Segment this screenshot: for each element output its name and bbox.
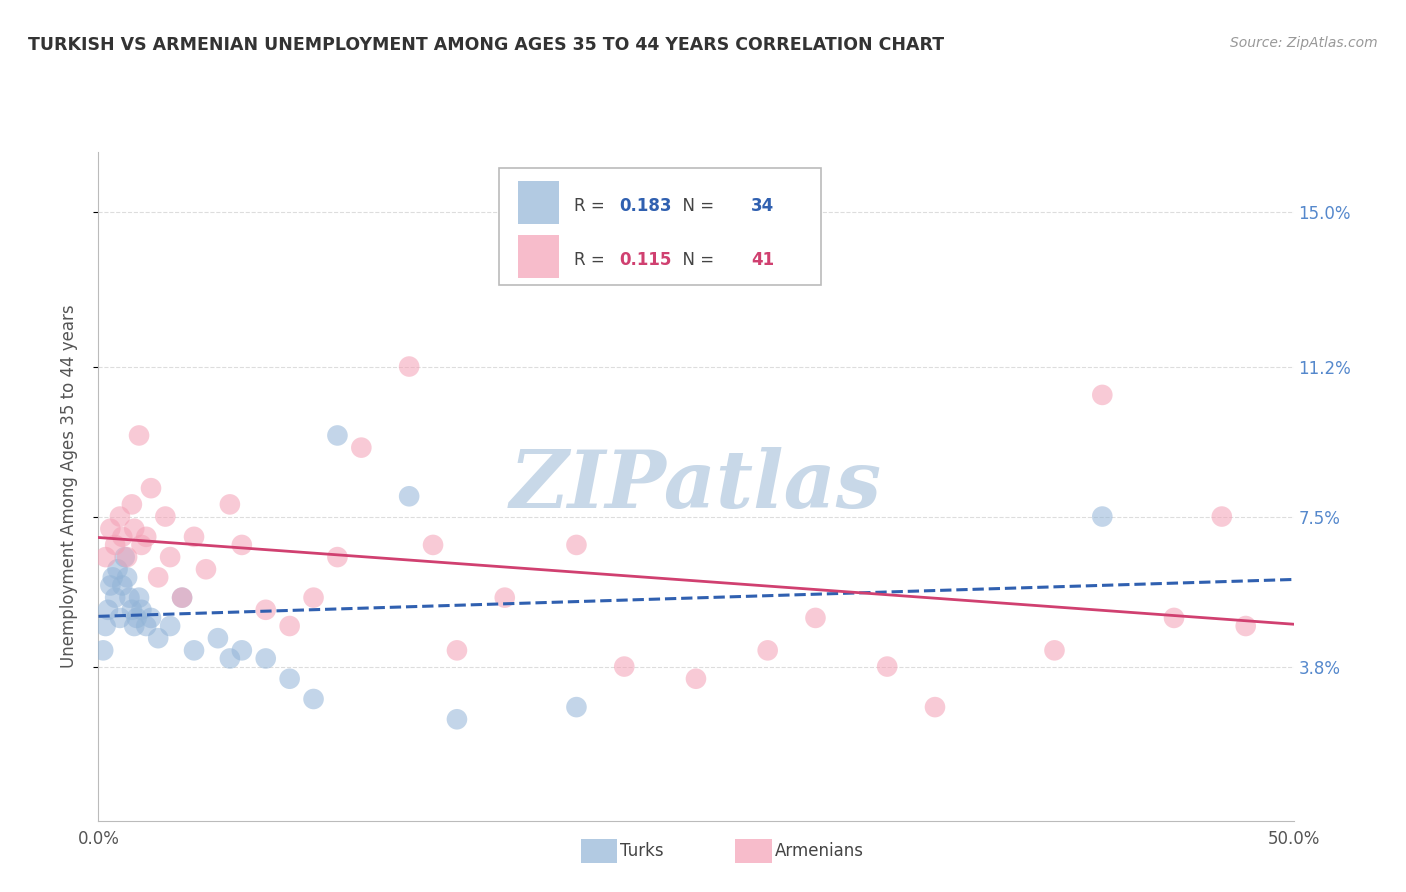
- Y-axis label: Unemployment Among Ages 35 to 44 years: Unemployment Among Ages 35 to 44 years: [59, 304, 77, 668]
- Point: [278, 672, 301, 686]
- Text: 41: 41: [751, 251, 775, 268]
- Text: R =: R =: [574, 251, 610, 268]
- Point: [115, 550, 138, 565]
- Point: [350, 441, 373, 455]
- FancyBboxPatch shape: [499, 169, 821, 285]
- Point: [231, 643, 253, 657]
- Point: [135, 530, 157, 544]
- Point: [124, 619, 146, 633]
- Point: [128, 428, 150, 442]
- Point: [118, 591, 141, 605]
- Point: [1234, 619, 1257, 633]
- Point: [1163, 611, 1185, 625]
- Text: N =: N =: [672, 251, 720, 268]
- Point: [326, 428, 349, 442]
- Point: [155, 509, 177, 524]
- Point: [302, 692, 325, 706]
- Point: [422, 538, 444, 552]
- Text: R =: R =: [574, 197, 610, 215]
- Point: [135, 619, 157, 633]
- Point: [804, 611, 827, 625]
- Point: [254, 603, 277, 617]
- Point: [207, 631, 229, 645]
- Point: [446, 643, 468, 657]
- Point: [98, 578, 122, 592]
- Point: [131, 538, 153, 552]
- Text: TURKISH VS ARMENIAN UNEMPLOYMENT AMONG AGES 35 TO 44 YEARS CORRELATION CHART: TURKISH VS ARMENIAN UNEMPLOYMENT AMONG A…: [28, 36, 945, 54]
- Point: [91, 643, 114, 657]
- Point: [326, 550, 349, 565]
- Point: [172, 591, 194, 605]
- Point: [107, 562, 129, 576]
- Point: [139, 481, 162, 495]
- Point: [446, 712, 468, 726]
- Point: [104, 591, 127, 605]
- Point: [876, 659, 898, 673]
- Point: [302, 591, 325, 605]
- Point: [398, 359, 420, 374]
- Point: [124, 522, 146, 536]
- Point: [194, 562, 218, 576]
- Text: 0.183: 0.183: [620, 197, 672, 215]
- FancyBboxPatch shape: [517, 181, 558, 224]
- Point: [494, 591, 516, 605]
- Point: [278, 619, 301, 633]
- Point: [148, 570, 170, 584]
- Point: [219, 497, 242, 511]
- Point: [398, 489, 420, 503]
- Point: [159, 619, 181, 633]
- Point: [111, 530, 134, 544]
- Point: [94, 619, 117, 633]
- Text: 0.115: 0.115: [620, 251, 672, 268]
- Text: ZIPatlas: ZIPatlas: [510, 448, 882, 524]
- Point: [756, 643, 779, 657]
- Point: [1091, 388, 1114, 402]
- Point: [254, 651, 277, 665]
- Point: [98, 522, 122, 536]
- Point: [613, 659, 636, 673]
- Point: [924, 700, 946, 714]
- Point: [97, 603, 120, 617]
- Point: [1091, 509, 1114, 524]
- Point: [101, 570, 124, 584]
- Point: [108, 611, 131, 625]
- Text: Armenians: Armenians: [775, 842, 863, 860]
- Point: [125, 611, 148, 625]
- Point: [131, 603, 153, 617]
- Text: Source: ZipAtlas.com: Source: ZipAtlas.com: [1230, 36, 1378, 50]
- Point: [148, 631, 170, 645]
- Point: [139, 611, 162, 625]
- Point: [128, 591, 150, 605]
- Point: [121, 497, 143, 511]
- Point: [565, 538, 588, 552]
- Point: [1211, 509, 1233, 524]
- Point: [219, 651, 242, 665]
- Point: [104, 538, 127, 552]
- Point: [114, 550, 136, 565]
- Text: 34: 34: [751, 197, 775, 215]
- Point: [94, 550, 117, 565]
- Point: [183, 530, 205, 544]
- Point: [121, 603, 143, 617]
- Point: [159, 550, 181, 565]
- Point: [231, 538, 253, 552]
- Text: N =: N =: [672, 197, 720, 215]
- Point: [108, 509, 131, 524]
- Point: [115, 570, 138, 584]
- Point: [565, 700, 588, 714]
- Point: [111, 578, 134, 592]
- Point: [1043, 643, 1066, 657]
- Point: [685, 672, 707, 686]
- Text: Turks: Turks: [620, 842, 664, 860]
- FancyBboxPatch shape: [517, 235, 558, 277]
- Point: [183, 643, 205, 657]
- Point: [172, 591, 194, 605]
